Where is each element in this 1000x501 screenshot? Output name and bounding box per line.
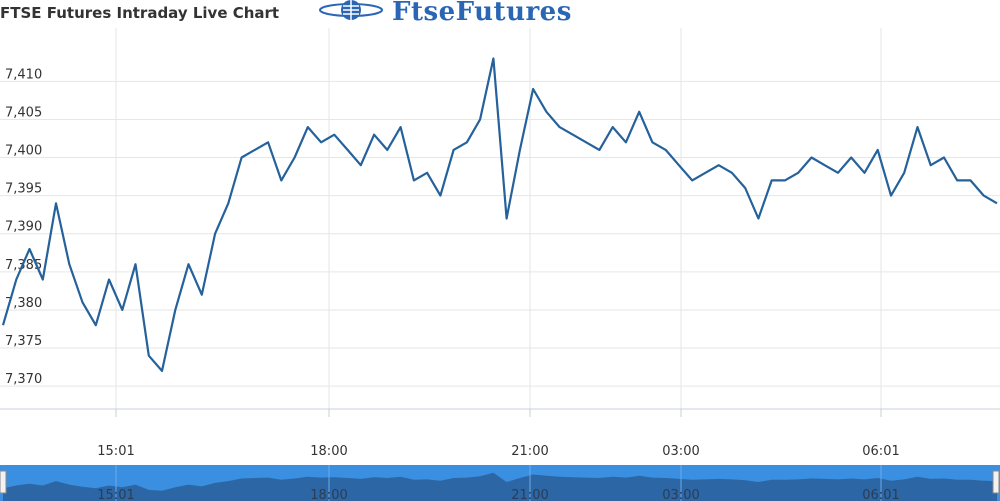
y-tick-label: 7,400	[5, 144, 42, 159]
vertical-gridlines	[115, 28, 882, 409]
y-tick-label: 7,395	[5, 182, 42, 197]
x-tick-label: 06:01	[862, 444, 899, 459]
x-tick-label: 21:00	[511, 444, 548, 459]
navigator: 15:01 18:00 21:00 03:00 06:01	[0, 465, 1000, 501]
navigator-tick-label: 21:00	[511, 488, 548, 501]
navigator-right-handle[interactable]	[992, 470, 1000, 494]
x-tick-label: 15:01	[97, 444, 134, 459]
navigator-tick-label: 18:00	[310, 488, 347, 501]
x-axis-labels: 15:01 18:00 21:00 03:00 06:01	[97, 409, 900, 459]
navigator-tick-label: 15:01	[97, 488, 134, 501]
navigator-tick-label: 06:01	[862, 488, 899, 501]
horizontal-gridlines	[0, 80, 1000, 387]
navigator-labels: 15:01 18:00 21:00 03:00 06:01	[97, 465, 900, 501]
y-tick-label: 7,375	[5, 334, 42, 349]
x-tick-label: 18:00	[310, 444, 347, 459]
navigator-series	[3, 472, 997, 501]
globe-icon	[318, 0, 384, 27]
navigator-left-handle[interactable]	[0, 470, 7, 494]
navigator-tick-label: 03:00	[662, 488, 699, 501]
chart-title: FTSE Futures Intraday Live Chart	[0, 4, 280, 22]
y-tick-label: 7,380	[5, 296, 42, 311]
y-tick-label: 7,370	[5, 372, 42, 387]
y-axis-labels: 7,3707,3757,3807,3857,3907,3957,4007,405…	[5, 67, 42, 387]
brand-name: FtseFutures	[392, 0, 572, 27]
price-line[interactable]	[1, 57, 998, 372]
y-tick-label: 7,410	[5, 67, 42, 82]
y-tick-label: 7,405	[5, 105, 42, 120]
brand-logo[interactable]: FtseFutures	[318, 0, 572, 27]
x-tick-label: 03:00	[662, 444, 699, 459]
y-tick-label: 7,390	[5, 220, 42, 235]
